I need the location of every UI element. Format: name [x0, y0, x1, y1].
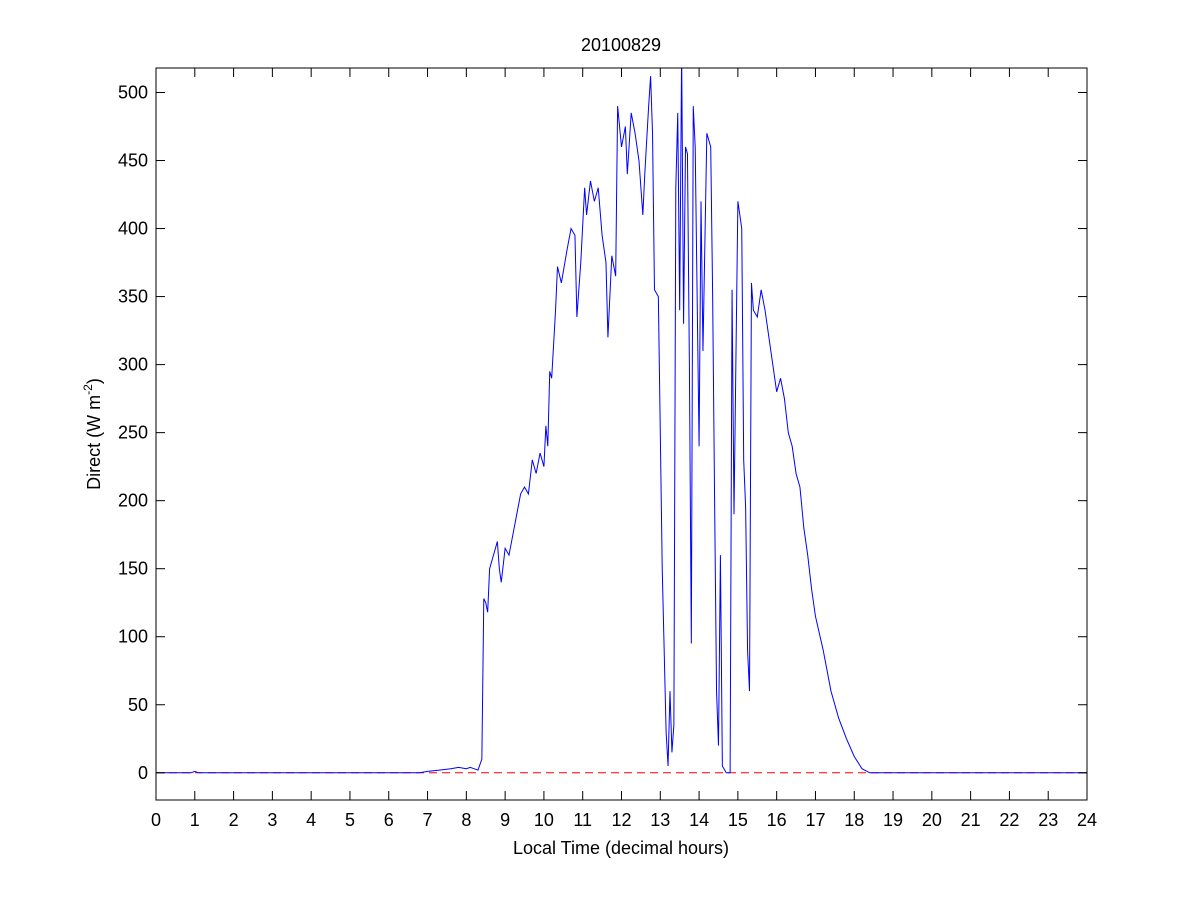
y-tick-label: 50: [128, 695, 148, 715]
x-tick-label: 18: [844, 810, 864, 830]
y-tick-label: 100: [118, 627, 148, 647]
y-tick-label: 300: [118, 355, 148, 375]
x-tick-label: 22: [999, 810, 1019, 830]
y-label-sup: -2: [81, 384, 95, 395]
y-tick-label: 350: [118, 287, 148, 307]
y-tick-label: 500: [118, 82, 148, 102]
chart-title: 20100829: [581, 35, 661, 55]
y-label-main: Direct (W m: [84, 395, 104, 490]
x-tick-label: 0: [151, 810, 161, 830]
x-tick-label: 24: [1077, 810, 1097, 830]
x-tick-label: 10: [534, 810, 554, 830]
y-tick-label: 150: [118, 559, 148, 579]
x-tick-label: 13: [650, 810, 670, 830]
x-tick-label: 4: [306, 810, 316, 830]
x-tick-label: 12: [611, 810, 631, 830]
x-tick-label: 16: [767, 810, 787, 830]
x-tick-label: 14: [689, 810, 709, 830]
x-tick-label: 11: [573, 810, 592, 830]
x-tick-label: 2: [229, 810, 239, 830]
y-label-end: ): [84, 378, 104, 384]
x-tick-label: 8: [461, 810, 471, 830]
x-tick-label: 21: [961, 810, 981, 830]
x-tick-label: 6: [384, 810, 394, 830]
x-tick-label: 7: [423, 810, 433, 830]
x-axis-label: Local Time (decimal hours): [513, 838, 729, 858]
x-tick-label: 20: [922, 810, 942, 830]
y-tick-label: 200: [118, 491, 148, 511]
y-axis-label: Direct (W m-2): [81, 378, 104, 490]
x-tick-label: 1: [190, 810, 200, 830]
y-tick-label: 450: [118, 151, 148, 171]
x-tick-label: 19: [883, 810, 903, 830]
data-line: [156, 68, 1087, 774]
x-tick-label: 23: [1038, 810, 1058, 830]
x-tick-label: 5: [345, 810, 355, 830]
x-tick-label: 15: [728, 810, 748, 830]
x-tick-label: 3: [267, 810, 277, 830]
x-tick-label: 17: [805, 810, 825, 830]
y-tick-label: 0: [138, 763, 148, 783]
x-tick-label: 9: [500, 810, 510, 830]
y-tick-label: 400: [118, 219, 148, 239]
y-tick-label: 250: [118, 423, 148, 443]
